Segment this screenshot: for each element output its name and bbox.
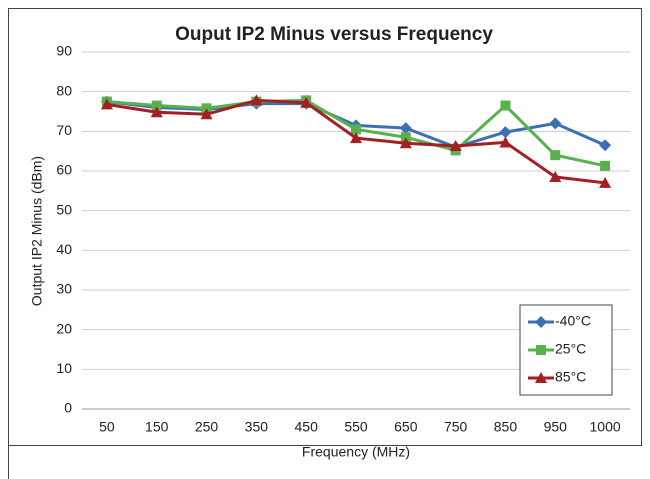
point (550, 150, 561, 161)
point (449, 140, 462, 152)
point (250, 94, 263, 106)
point (151, 100, 162, 111)
x-tick-label: 750 (444, 419, 468, 435)
legend-label: 25°C (555, 341, 586, 357)
x-tick-label: 1000 (590, 419, 621, 435)
point (549, 170, 562, 182)
x-tick-label: 50 (99, 419, 115, 435)
point (399, 122, 412, 135)
x-tick-label: 850 (494, 419, 518, 435)
x-tick-label: 250 (195, 419, 219, 435)
y-tick-label: 80 (56, 82, 72, 98)
y-tick-label: 50 (56, 201, 72, 217)
x-tick-label: 650 (394, 419, 418, 435)
point (500, 100, 511, 111)
point (200, 108, 213, 120)
point (549, 117, 562, 130)
y-axis-label: Output IP2 Minus (dBm) (29, 156, 45, 306)
legend-label: 85°C (555, 369, 586, 385)
x-tick-label: 550 (344, 419, 368, 435)
x-tick-label: 150 (145, 419, 169, 435)
y-tick-label: 90 (56, 43, 72, 59)
point (350, 132, 362, 144)
point (600, 160, 611, 171)
y-tick-label: 0 (64, 400, 72, 416)
legend-label: -40°C (555, 313, 591, 329)
y-tick-label: 30 (56, 281, 72, 297)
y-tick-label: 60 (56, 162, 72, 178)
y-tick-label: 40 (56, 241, 72, 257)
point (535, 316, 547, 328)
point (599, 176, 612, 188)
y-tick-label: 20 (56, 320, 72, 336)
chart-title: Ouput IP2 Minus versus Frequency (175, 24, 493, 45)
point (499, 126, 512, 139)
point (399, 137, 412, 149)
x-tick-label: 450 (295, 419, 319, 435)
point (499, 136, 512, 148)
point (351, 124, 361, 135)
x-tick-label: 350 (245, 419, 269, 435)
point (100, 98, 113, 110)
y-tick-label: 70 (56, 122, 72, 138)
x-tick-label: 950 (544, 419, 568, 435)
x-axis-label: Frequency (MHz) (302, 444, 410, 460)
point (150, 106, 163, 118)
point (536, 345, 546, 355)
point (599, 139, 612, 152)
point (535, 372, 547, 383)
y-tick-label: 10 (56, 360, 72, 376)
point (300, 96, 313, 108)
